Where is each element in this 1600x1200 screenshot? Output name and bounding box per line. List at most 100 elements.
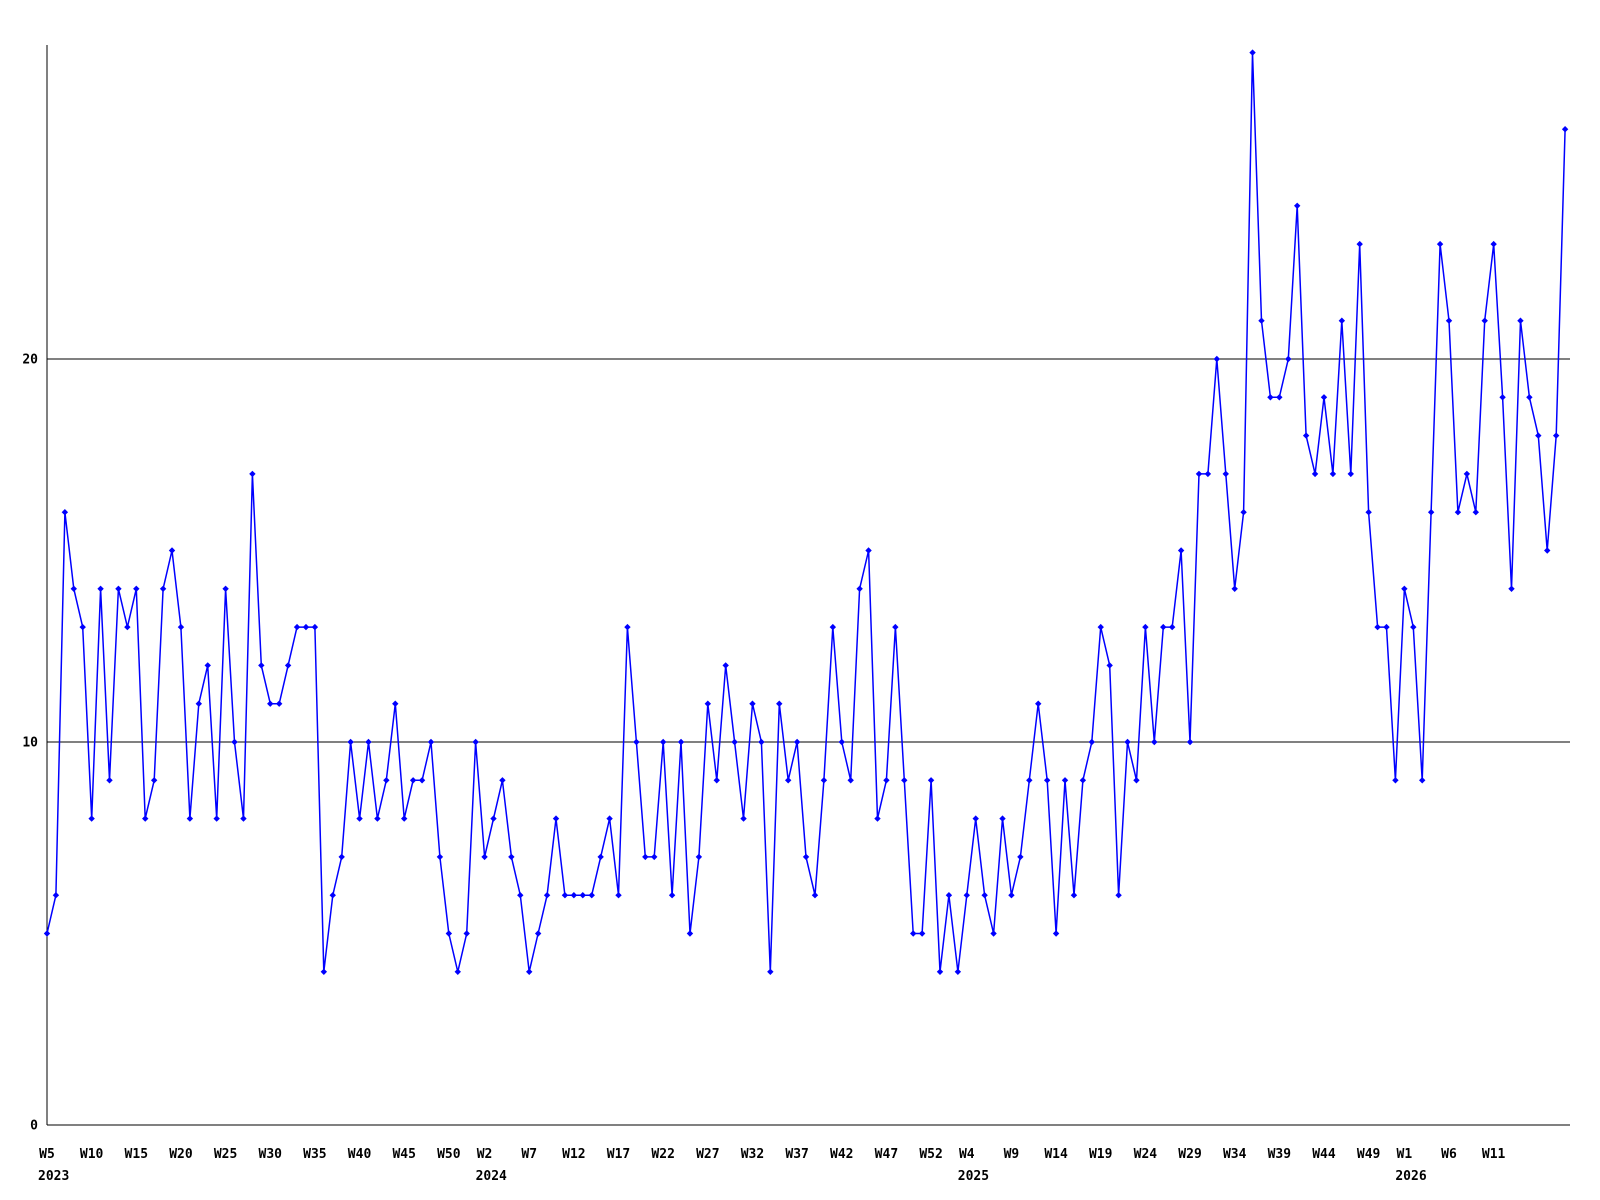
data-point-marker (1302, 432, 1310, 439)
data-point-marker (159, 585, 167, 592)
data-point-marker (543, 892, 551, 899)
data-point-marker (1240, 509, 1247, 516)
x-tick-label: W35 (303, 1147, 326, 1162)
data-point-marker (865, 547, 872, 554)
x-tick-label: W1 (1397, 1147, 1413, 1162)
data-point-marker (1454, 509, 1462, 516)
data-point-marker (168, 547, 176, 554)
data-point-marker (1401, 585, 1408, 592)
data-point-marker (1204, 470, 1212, 478)
data-point-marker (561, 892, 569, 899)
data-point-marker (722, 662, 729, 669)
data-point-marker (249, 470, 256, 478)
data-point-marker (1445, 317, 1453, 324)
data-point-marker (1052, 930, 1060, 937)
data-point-marker (892, 623, 899, 631)
data-point-marker (1142, 623, 1149, 631)
x-tick-label: W9 (1004, 1147, 1020, 1162)
data-point-marker (499, 777, 506, 784)
x-tick-label: W32 (741, 1147, 764, 1162)
x-tick-label: W47 (875, 1147, 898, 1162)
x-tick-label: W14 (1044, 1147, 1068, 1162)
data-point-marker (204, 662, 211, 669)
data-point-marker (124, 623, 131, 631)
data-point-marker (1329, 470, 1337, 478)
data-point-marker (918, 930, 926, 937)
data-point-marker (615, 892, 622, 899)
data-point-marker (88, 815, 95, 822)
data-point-marker (1561, 126, 1569, 133)
data-point-marker (1070, 892, 1078, 899)
x-tick-label: W20 (169, 1147, 193, 1162)
data-point-marker (1043, 777, 1051, 784)
data-point-marker (97, 585, 104, 592)
data-point-marker (1552, 432, 1560, 439)
data-point-marker (1481, 317, 1488, 324)
data-point-marker (374, 815, 381, 822)
year-label: 2024 (476, 1169, 507, 1184)
data-point-marker (186, 815, 194, 822)
data-point-marker (972, 815, 979, 822)
data-point-marker (1222, 470, 1229, 478)
data-point-marker (829, 623, 837, 631)
data-point-marker (52, 892, 60, 899)
data-point-marker (883, 777, 890, 784)
data-point-marker (61, 509, 69, 516)
x-tick-label: W34 (1223, 1147, 1247, 1162)
data-point-marker (1258, 317, 1265, 324)
data-point-marker (392, 700, 399, 707)
data-point-marker (1472, 509, 1479, 516)
data-point-marker (802, 853, 810, 861)
data-point-marker (445, 930, 453, 937)
data-point-marker (1320, 394, 1328, 401)
x-tick-label: W40 (348, 1147, 372, 1162)
data-point-marker (1410, 623, 1417, 631)
data-point-marker (427, 738, 435, 746)
data-point-marker (534, 930, 542, 937)
x-tick-label: W29 (1178, 1147, 1201, 1162)
data-point-marker (275, 700, 283, 707)
data-point-marker (945, 892, 953, 899)
x-tick-label: W12 (562, 1147, 585, 1162)
data-point-marker (329, 892, 336, 899)
data-point-marker (1115, 892, 1122, 899)
data-point-marker (1338, 317, 1346, 324)
data-point-marker (320, 968, 328, 975)
data-point-marker (401, 815, 408, 822)
x-tick-label: W39 (1268, 1147, 1291, 1162)
data-point-marker (1106, 662, 1113, 669)
data-point-marker (293, 623, 301, 631)
y-tick-label: 20 (22, 353, 38, 368)
data-point-marker (517, 892, 524, 899)
data-point-marker (284, 662, 292, 669)
data-point-marker (409, 777, 417, 784)
data-point-marker (990, 930, 997, 937)
data-point-marker (695, 853, 703, 861)
data-point-marker (668, 892, 676, 899)
data-point-marker (1419, 777, 1426, 784)
data-point-marker (1133, 777, 1140, 784)
data-point-marker (847, 777, 854, 784)
data-point-marker (1427, 509, 1435, 516)
x-tick-label: W25 (214, 1147, 237, 1162)
data-point-marker (195, 700, 203, 707)
data-point-marker (1195, 470, 1203, 478)
x-tick-label: W49 (1357, 1147, 1380, 1162)
x-tick-label: W17 (607, 1147, 630, 1162)
x-tick-label: W52 (919, 1147, 942, 1162)
x-tick-label: W11 (1482, 1147, 1506, 1162)
data-point-marker (347, 738, 354, 746)
data-point-marker (1124, 738, 1131, 746)
data-point-marker (222, 585, 229, 592)
data-point-marker (1508, 585, 1515, 592)
data-point-marker (1544, 547, 1551, 554)
data-point-marker (1186, 738, 1194, 746)
data-point-marker (1392, 777, 1399, 784)
data-point-marker (1017, 853, 1024, 861)
year-label: 2026 (1395, 1169, 1426, 1184)
x-tick-label: W30 (259, 1147, 283, 1162)
data-point-marker (606, 815, 613, 822)
data-point-marker (338, 853, 345, 861)
data-point-marker (552, 815, 560, 822)
